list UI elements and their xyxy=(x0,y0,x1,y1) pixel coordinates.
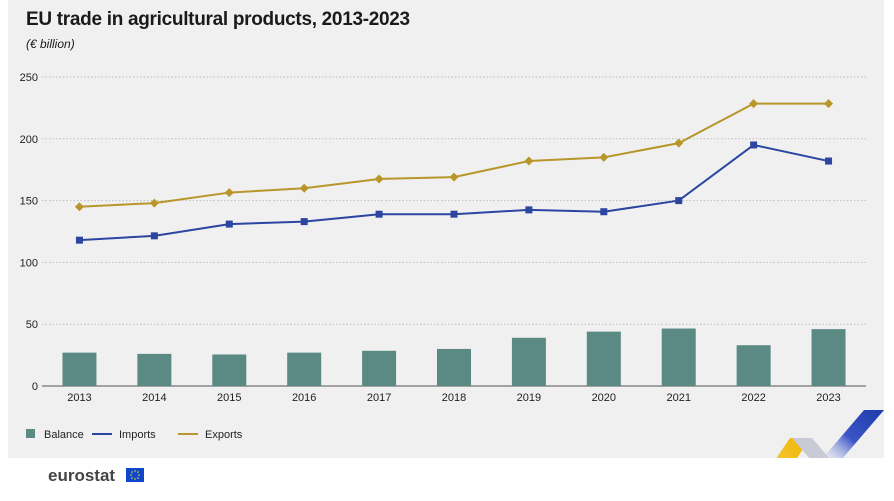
y-tick-label: 150 xyxy=(20,196,38,208)
imports-point xyxy=(225,220,233,228)
legend: Balance Imports Exports xyxy=(26,429,243,441)
x-tick-label: 2020 xyxy=(592,392,616,404)
exports-point xyxy=(749,99,759,109)
imports-point xyxy=(450,210,458,218)
y-tick-label: 250 xyxy=(20,72,38,84)
imports-point xyxy=(525,206,533,214)
x-tick-label: 2016 xyxy=(292,392,316,404)
x-tick-label: 2013 xyxy=(67,392,91,404)
balance-bar xyxy=(212,354,247,386)
eurostat-logo-text: eurostat xyxy=(48,466,116,485)
exports-point xyxy=(824,99,834,109)
balance-bar xyxy=(362,350,397,386)
exports-point xyxy=(74,202,84,212)
x-tick-label: 2018 xyxy=(442,392,466,404)
footer xyxy=(0,458,894,501)
exports-point xyxy=(374,174,384,184)
imports-point xyxy=(600,208,608,216)
balance-bar xyxy=(736,345,771,386)
balance-bar xyxy=(137,353,172,386)
y-tick-label: 200 xyxy=(20,134,38,146)
x-tick-label: 2017 xyxy=(367,392,391,404)
balance-bar xyxy=(811,329,846,386)
imports-point xyxy=(375,210,383,218)
imports-point xyxy=(150,232,158,240)
imports-point xyxy=(675,197,683,205)
x-tick-label: 2019 xyxy=(517,392,541,404)
balance-bars xyxy=(62,328,846,386)
gridlines xyxy=(42,76,866,387)
balance-bar xyxy=(586,331,621,386)
y-tick-label: 100 xyxy=(20,257,38,269)
exports-legend-label: Exports xyxy=(205,429,243,441)
balance-legend-swatch xyxy=(26,429,35,438)
exports-point xyxy=(299,183,309,193)
balance-bar xyxy=(511,337,546,386)
chart-title: EU trade in agricultural products, 2013-… xyxy=(26,9,410,30)
balance-bar xyxy=(661,328,696,386)
imports-point xyxy=(300,218,308,226)
balance-bar xyxy=(287,352,322,386)
eu-flag-icon xyxy=(126,468,144,482)
y-tick-label: 50 xyxy=(26,319,38,331)
imports-legend-label: Imports xyxy=(119,429,156,441)
x-tick-label: 2023 xyxy=(816,392,840,404)
exports-point xyxy=(524,156,534,166)
chart-svg: 0 50 100 150 200 250 2013 2014 2015 2016 2017 2018… xyxy=(20,72,866,441)
exports-point xyxy=(149,198,159,208)
balance-bar xyxy=(437,348,471,386)
y-axis: 0 50 100 150 200 250 xyxy=(20,72,38,393)
x-tick-label: 2014 xyxy=(142,392,166,404)
imports-line xyxy=(79,143,829,242)
imports-point xyxy=(750,141,758,149)
x-axis: 2013 2014 2015 2016 2017 2018 2019 2020 2021 2022… xyxy=(67,392,841,404)
exports-point xyxy=(599,152,609,162)
imports-point xyxy=(825,157,833,165)
x-tick-label: 2015 xyxy=(217,392,241,404)
chart-subtitle: (€ billion) xyxy=(26,37,75,51)
exports-point xyxy=(674,138,684,148)
exports-point xyxy=(449,172,459,182)
imports-point xyxy=(75,236,83,244)
balance-legend-label: Balance xyxy=(44,429,84,441)
exports-line xyxy=(79,102,829,208)
x-tick-label: 2022 xyxy=(741,392,765,404)
balance-bar xyxy=(62,352,97,386)
trade-lines xyxy=(74,99,834,244)
exports-point xyxy=(224,188,234,198)
x-tick-label: 2021 xyxy=(666,392,690,404)
y-tick-label: 0 xyxy=(32,381,38,393)
